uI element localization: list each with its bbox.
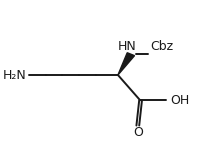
Text: H₂N: H₂N [3, 69, 26, 81]
Text: HN: HN [117, 39, 136, 52]
Text: OH: OH [171, 94, 190, 107]
Polygon shape [118, 53, 135, 75]
Text: O: O [133, 126, 143, 140]
Text: Cbz: Cbz [150, 39, 173, 52]
